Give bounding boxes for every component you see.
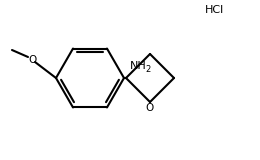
Text: 2: 2 <box>145 64 150 73</box>
Text: HCl: HCl <box>205 5 224 15</box>
Text: O: O <box>146 103 154 113</box>
Text: O: O <box>28 55 36 65</box>
Text: NH: NH <box>130 61 147 71</box>
